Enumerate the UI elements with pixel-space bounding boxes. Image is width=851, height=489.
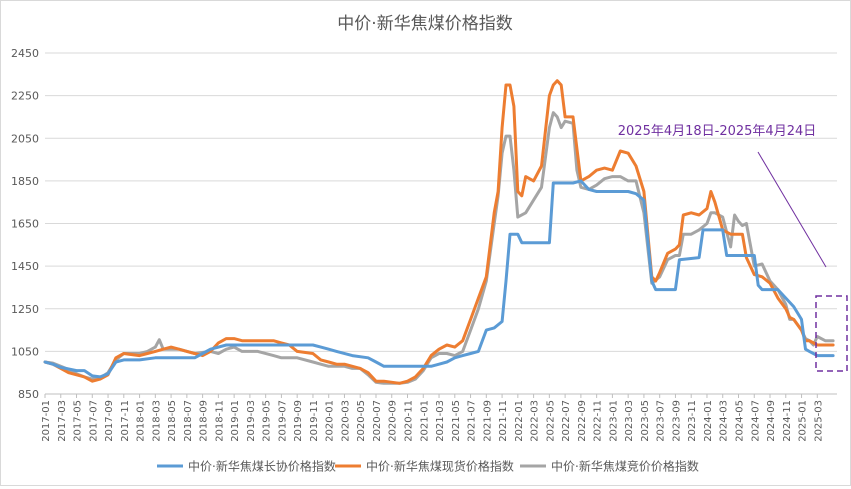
x-tick-label: 2023-01 — [608, 400, 619, 442]
x-tick-label: 2024-05 — [734, 400, 745, 442]
annotation-layer: 2025年4月18日-2025年4月24日 — [618, 124, 848, 372]
series-line-2 — [43, 79, 835, 385]
x-tick-label: 2023-03 — [624, 400, 635, 442]
annotation-pointer-line — [757, 151, 827, 268]
x-tick-label: 2020-09 — [388, 400, 399, 442]
x-tick-label: 2020-03 — [340, 400, 351, 442]
x-tick-label: 2019-01 — [230, 400, 241, 442]
legend-label-1: 中价·新华焦煤长协价格指数 — [188, 459, 336, 474]
x-tick-label: 2021-01 — [419, 400, 430, 442]
y-tick-label: 1250 — [11, 303, 39, 316]
legend-label-2: 中价·新华焦煤现货价格指数 — [366, 459, 514, 474]
x-tick-label: 2018-07 — [183, 400, 194, 442]
x-tick-label: 2021-07 — [467, 400, 478, 442]
x-tick-label: 2025-03 — [813, 400, 824, 442]
y-tick-label: 2050 — [11, 132, 39, 145]
x-tick-label: 2020-01 — [325, 400, 336, 442]
x-tick-label: 2020-05 — [356, 400, 367, 442]
y-tick-label: 1450 — [11, 260, 39, 273]
x-tick-label: 2023-07 — [656, 400, 667, 442]
x-tick-label: 2018-09 — [199, 400, 210, 442]
y-tick-label: 850 — [18, 388, 39, 401]
x-tick-label: 2022-07 — [561, 400, 572, 442]
x-tick-label: 2024-03 — [719, 400, 730, 442]
x-tick-label: 2019-09 — [293, 400, 304, 442]
x-tick-label: 2024-01 — [703, 400, 714, 442]
x-tick-label: 2022-09 — [577, 400, 588, 442]
x-tick-label: 2023-05 — [640, 400, 651, 442]
x-tick-label: 2021-03 — [435, 400, 446, 442]
y-tick-label: 1850 — [11, 175, 39, 188]
y-tick-label: 1050 — [11, 345, 39, 358]
series-line-1 — [43, 179, 835, 379]
x-tick-label: 2017-07 — [88, 400, 99, 442]
y-tick-label: 1650 — [11, 218, 39, 231]
x-tick-label: 2018-11 — [214, 400, 225, 442]
x-tick-label: 2017-11 — [120, 400, 131, 442]
x-axis: 2017-01 2017-03 2017-05 2017-07 2017-09 2017-… — [41, 393, 837, 442]
x-tick-label: 2022-03 — [530, 400, 541, 442]
x-tick-label: 2022-05 — [545, 400, 556, 442]
x-tick-label: 2020-11 — [404, 400, 415, 442]
gridlines — [45, 52, 837, 395]
y-tick-label: 2450 — [11, 47, 39, 60]
x-tick-label: 2017-03 — [57, 400, 68, 442]
x-tick-label: 2017-09 — [104, 400, 115, 442]
x-tick-label: 2021-09 — [482, 400, 493, 442]
x-tick-label: 2019-03 — [246, 400, 257, 442]
x-tick-label: 2021-11 — [498, 400, 509, 442]
x-tick-label: 2020-07 — [372, 400, 383, 442]
annotation-highlight-box — [815, 295, 848, 372]
y-tick-label: 2250 — [11, 90, 39, 103]
legend: 中价·新华焦煤长协价格指数 中价·新华焦煤现货价格指数 中价·新华焦煤竞价价格指数 — [157, 459, 699, 474]
x-tick-label: 2022-01 — [514, 400, 525, 442]
annotation-text: 2025年4月18日-2025年4月24日 — [618, 124, 817, 139]
x-tick-label: 2018-01 — [136, 400, 147, 442]
series-lines — [43, 79, 835, 385]
x-tick-label: 2018-05 — [167, 400, 178, 442]
x-tick-label: 2019-07 — [277, 400, 288, 442]
legend-label-3: 中价·新华焦煤竞价价格指数 — [551, 459, 699, 474]
x-tick-label: 2023-11 — [687, 400, 698, 442]
x-tick-label: 2024-07 — [750, 400, 761, 442]
x-tick-label: 2019-11 — [309, 400, 320, 442]
y-axis: 850 1050 1250 1450 1650 1850 2050 2250 2450 — [11, 47, 39, 401]
x-tick-label: 2019-05 — [262, 400, 273, 442]
x-tick-label: 2023-09 — [671, 400, 682, 442]
x-tick-label: 2017-05 — [73, 400, 84, 442]
x-tick-label: 2021-05 — [451, 400, 462, 442]
x-tick-label: 2022-11 — [593, 400, 604, 442]
x-tick-label: 2024-11 — [782, 400, 793, 442]
x-tick-label: 2017-01 — [41, 400, 52, 442]
series-line-3 — [43, 111, 835, 385]
chart-title: 中价·新华焦煤价格指数 — [337, 14, 512, 34]
x-tick-label: 2024-09 — [766, 400, 777, 442]
x-tick-label: 2018-03 — [151, 400, 162, 442]
x-tick-label: 2025-01 — [798, 400, 809, 442]
